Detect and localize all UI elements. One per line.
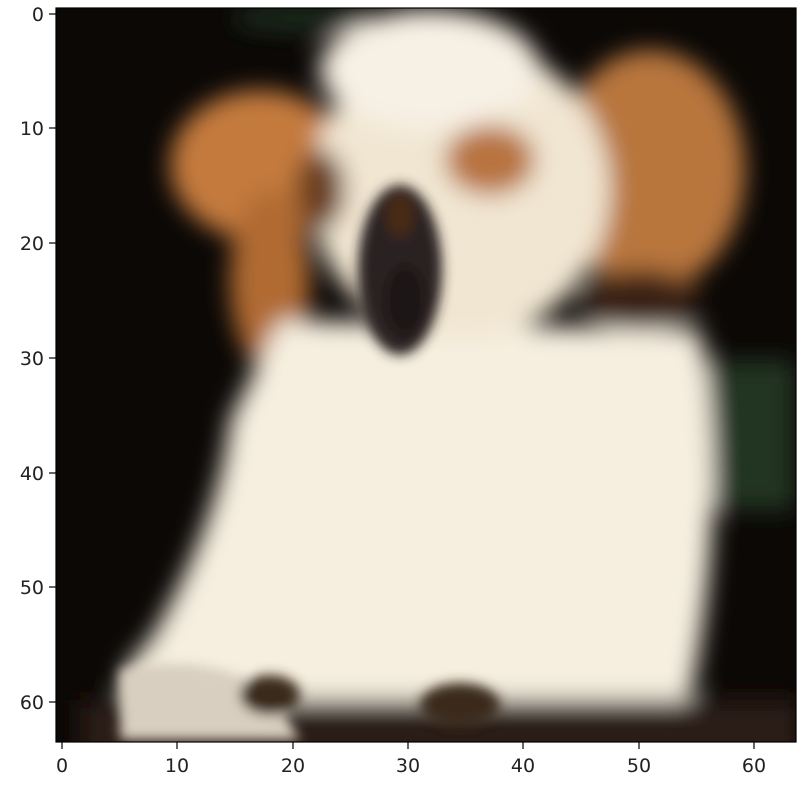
x-tick-label: 50 bbox=[627, 755, 651, 777]
paw-gap bbox=[420, 683, 500, 727]
eye-upper bbox=[386, 193, 414, 237]
y-tick-label: 50 bbox=[20, 577, 44, 599]
x-tick-label: 40 bbox=[511, 755, 535, 777]
y-tick-label: 20 bbox=[20, 233, 44, 255]
y-tick-label: 0 bbox=[32, 4, 44, 26]
foliage-shape bbox=[705, 360, 795, 510]
x-tick-label: 10 bbox=[165, 755, 189, 777]
dog-body bbox=[122, 320, 713, 700]
foliage-shape-top bbox=[230, 8, 370, 32]
head-shadow bbox=[295, 150, 345, 230]
y-tick-label: 60 bbox=[20, 692, 44, 714]
neck-shadow bbox=[580, 270, 700, 330]
dog-image bbox=[56, 8, 796, 742]
y-tick-label: 40 bbox=[20, 463, 44, 485]
x-tick-label: 20 bbox=[281, 755, 305, 777]
x-tick-label: 0 bbox=[56, 755, 68, 777]
x-tick-label: 30 bbox=[396, 755, 420, 777]
paw-gap-left bbox=[240, 675, 300, 715]
y-axis: 0 10 20 30 40 50 60 bbox=[20, 4, 56, 714]
forehead bbox=[320, 10, 540, 130]
y-tick-label: 10 bbox=[20, 118, 44, 140]
head-patch bbox=[445, 125, 535, 195]
x-tick-label: 60 bbox=[742, 755, 766, 777]
axes-frame bbox=[55, 7, 797, 743]
eye bbox=[385, 265, 425, 335]
y-tick-label: 30 bbox=[20, 348, 44, 370]
x-axis: 0 10 20 30 40 50 60 bbox=[56, 742, 766, 777]
